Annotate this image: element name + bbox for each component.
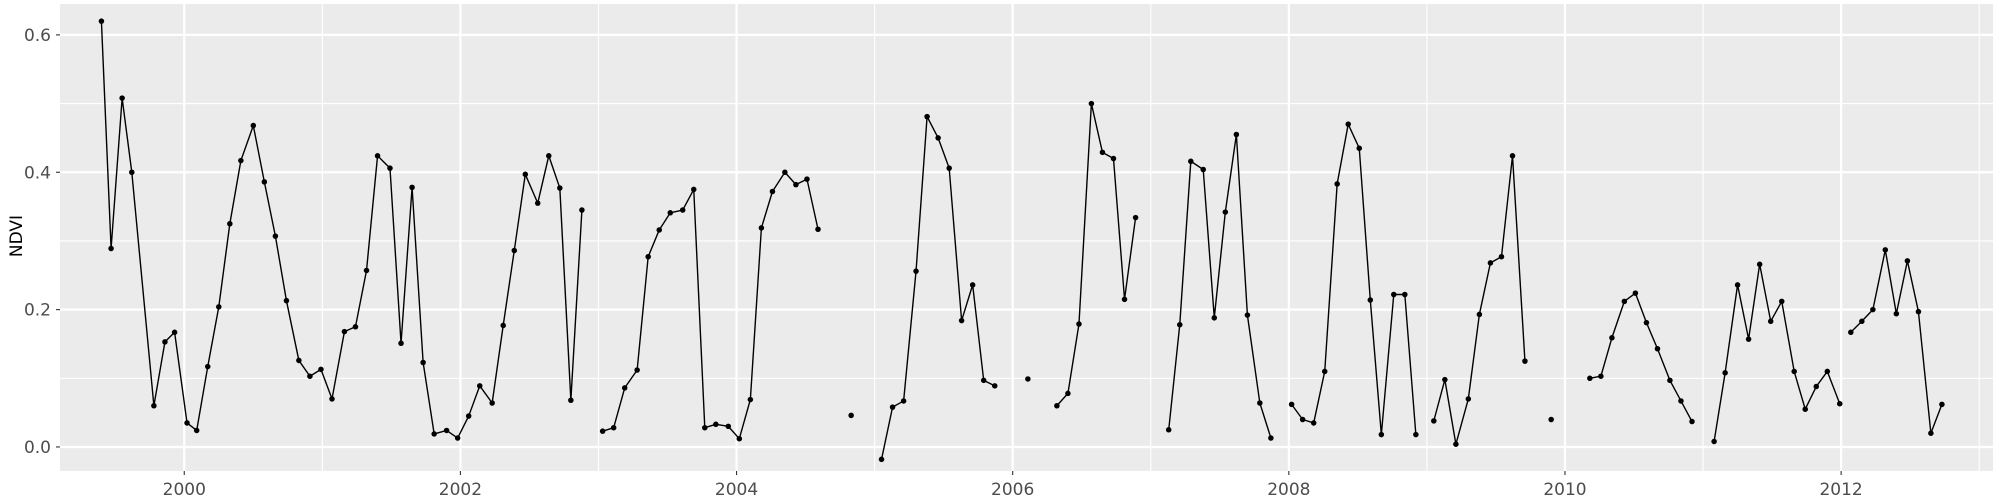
x-tick-label: 2008 bbox=[1267, 480, 1310, 500]
x-axis-ticks: 2000 2002 2004 2006 2008 2010 2012 bbox=[163, 471, 1863, 500]
y-axis-title: NDVI bbox=[7, 215, 27, 257]
y-tick-label: 0.6 bbox=[24, 26, 51, 46]
y-tick-label: 0.4 bbox=[24, 163, 51, 183]
x-tick-label: 2006 bbox=[991, 480, 1034, 500]
x-tick-label: 2012 bbox=[1819, 480, 1862, 500]
y-tick-label: 0.2 bbox=[24, 301, 51, 321]
minor-gridlines bbox=[60, 4, 1993, 471]
y-tick-label: 0.0 bbox=[24, 438, 51, 458]
x-tick-label: 2004 bbox=[715, 480, 758, 500]
y-axis-ticks: 0.0 0.2 0.4 0.6 bbox=[24, 26, 60, 458]
plot-panel-background bbox=[60, 4, 1993, 471]
x-tick-label: 2010 bbox=[1543, 480, 1586, 500]
ndvi-series-points bbox=[98, 18, 1945, 463]
x-tick-label: 2000 bbox=[163, 480, 206, 500]
x-tick-label: 2002 bbox=[439, 480, 482, 500]
major-gridlines bbox=[60, 4, 1993, 471]
